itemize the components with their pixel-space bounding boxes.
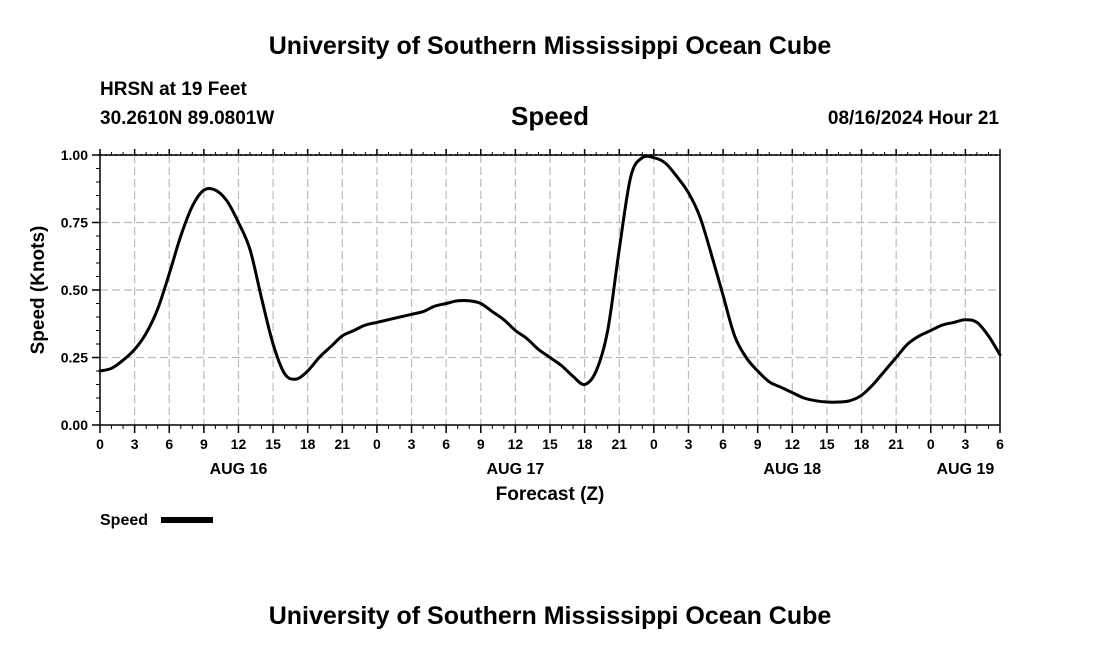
y-axis-label: Speed (Knots) [28, 226, 49, 355]
x-tick-label: 12 [785, 436, 801, 452]
x-tick-label: 9 [754, 436, 762, 452]
x-tick-label: 6 [996, 436, 1004, 452]
y-tick-label: 0.50 [61, 282, 88, 298]
x-tick-label: 0 [96, 436, 104, 452]
y-tick-label: 1.00 [61, 147, 88, 163]
y-tick-labels: 0.00 0.25 0.50 0.75 1.00 [61, 147, 88, 433]
y-tick-label: 0.75 [61, 215, 88, 231]
legend-label: Speed [100, 512, 148, 529]
x-tick-label: 21 [611, 436, 627, 452]
y-tick-label: 0.00 [61, 417, 88, 433]
x-tick-label: 18 [854, 436, 870, 452]
day-label: AUG 18 [763, 461, 821, 478]
legend-swatch [161, 517, 213, 523]
footer-title: University of Southern Mississippi Ocean… [269, 602, 832, 630]
day-label: AUG 16 [210, 461, 268, 478]
x-tick-label: 0 [650, 436, 658, 452]
x-tick-label: 6 [442, 436, 450, 452]
x-tick-label: 12 [231, 436, 247, 452]
x-axis-label: Forecast (Z) [496, 484, 605, 505]
datetime-label: 08/16/2024 Hour 21 [828, 108, 1000, 129]
y-tick-label: 0.25 [61, 350, 88, 366]
x-tick-label: 18 [300, 436, 316, 452]
x-tick-label: 6 [719, 436, 727, 452]
x-tick-label: 3 [685, 436, 693, 452]
speed-series-line [98, 154, 1002, 404]
grid-lines [100, 154, 1000, 425]
day-labels: AUG 16 AUG 17 AUG 18 AUG 19 [210, 461, 995, 478]
x-tick-label: 3 [961, 436, 969, 452]
x-tick-label: 12 [508, 436, 524, 452]
day-label: AUG 19 [936, 461, 994, 478]
x-tick-label: 3 [408, 436, 416, 452]
x-tick-label: 15 [265, 436, 281, 452]
parameter-label: Speed [511, 101, 589, 131]
x-tick-labels: 0 3 6 9 12 15 18 21 0 3 6 9 12 15 18 21 0 3 6 9 12 15 18 21 0 3 6 [96, 436, 1004, 452]
day-label: AUG 17 [486, 461, 544, 478]
chart-title: University of Southern Mississippi Ocean… [269, 32, 832, 60]
x-tick-label: 3 [131, 436, 139, 452]
x-tick-label: 21 [335, 436, 351, 452]
x-tick-label: 0 [927, 436, 935, 452]
axis-ticks [92, 149, 1001, 433]
location-label: 30.2610N 89.0801W [100, 108, 274, 129]
station-label: HRSN at 19 Feet [100, 79, 247, 100]
x-tick-label: 21 [888, 436, 904, 452]
x-tick-label: 15 [819, 436, 835, 452]
x-tick-label: 0 [373, 436, 381, 452]
x-tick-label: 18 [577, 436, 593, 452]
plot-frame [99, 154, 1001, 426]
x-tick-label: 9 [477, 436, 485, 452]
x-tick-label: 9 [200, 436, 208, 452]
x-tick-label: 15 [542, 436, 558, 452]
x-tick-label: 6 [165, 436, 173, 452]
